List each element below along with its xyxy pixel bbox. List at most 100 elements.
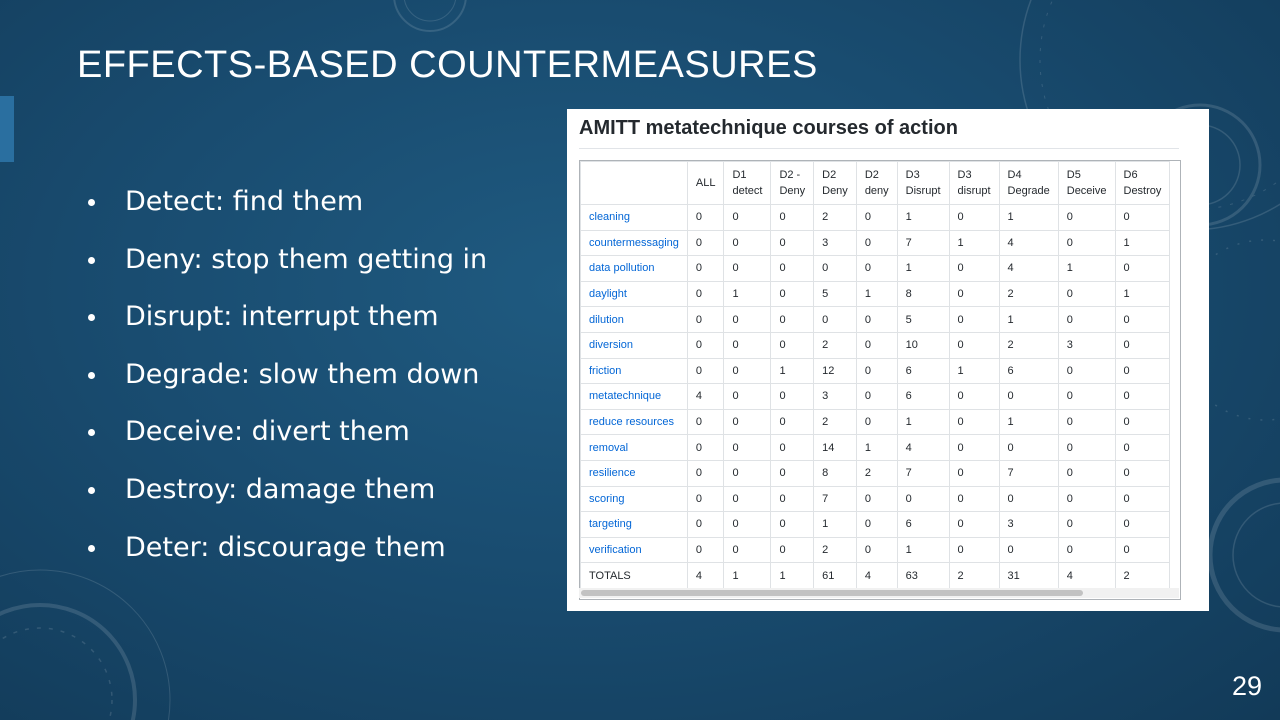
table-header-row: ALL D1 detect D2 - Deny D2 Deny D2 deny D3 Disrupt… [580,161,1171,205]
table-cell: 0 [770,459,815,487]
bullet-list: Detect: find them Deny: stop them gettin… [88,178,487,581]
table-cell: 4 [896,434,950,461]
table-cell: 0 [1057,204,1116,231]
row-name-link[interactable]: friction [580,357,688,385]
table-cell: 10 [896,331,950,359]
table-cell: 1 [948,229,1000,257]
table-cell: 0 [948,383,1000,410]
column-header-line2: Degrade [1007,185,1050,197]
column-header-line1: D2 [864,169,879,181]
table-cell: 8 [813,459,857,487]
table-cell: 0 [948,434,1000,461]
table-cell: 0 [686,434,725,461]
table-cell: 4 [686,383,725,410]
row-name-link[interactable]: metatechnique [580,383,688,410]
table-cell: 0 [770,383,815,410]
column-header: D3 disrupt [948,161,1000,205]
table-row: metatechnique 4 0 0 3 0 6 0 0 0 0 [580,383,1171,410]
table-cell: 0 [686,204,725,231]
slide-title: EFFECTS-BASED COUNTERMEASURES [77,44,818,86]
table-cell: 3 [1057,331,1116,359]
table-cell: 3 [813,229,857,257]
table-cell: 1 [723,280,772,308]
bullet-item: Deny: stop them getting in [88,236,487,294]
table-cell: 0 [770,229,815,257]
row-name-link[interactable]: dilution [580,306,688,333]
table-cell: 0 [855,485,898,513]
row-name-link[interactable]: countermessaging [580,229,688,257]
table-body: cleaning 0 0 0 2 0 1 0 1 0 0 countermessaging 0 0 0 3 0 7… [580,204,1171,589]
column-header-line1: D6 [1123,169,1138,181]
table-title: AMITT metatechnique courses of action [579,117,958,139]
row-name-link[interactable]: targeting [580,511,688,538]
table-row: daylight 0 1 0 5 1 8 0 2 0 1 [580,280,1171,308]
row-name-link[interactable]: verification [580,536,688,564]
bullet-text: Deter: discourage them [125,531,446,563]
totals-label: TOTALS [580,562,688,589]
table-cell: 0 [686,280,725,308]
column-header-line2: Deceive [1066,185,1107,197]
column-header-line1: D5 [1066,169,1081,181]
row-name-link[interactable]: resilience [580,459,688,487]
table-cell: 1 [855,434,898,461]
table-cell: 1 [1114,280,1171,308]
row-name-link[interactable]: scoring [580,485,688,513]
table-cell: 0 [770,204,815,231]
table-cell: 0 [1114,536,1171,564]
table-cell: 0 [770,536,815,564]
table-cell: 0 [948,280,1000,308]
table-cell: 1 [723,562,772,589]
table-row: friction 0 0 1 12 0 6 1 6 0 0 [580,357,1171,385]
column-header: D2 Deny [813,161,857,205]
table-cell: 2 [813,331,857,359]
bullet-dot-icon [88,314,95,322]
horizontal-scrollbar[interactable] [579,588,1179,598]
table-cell: 0 [948,536,1000,564]
table-cell: 1 [770,562,815,589]
table-container: ALL D1 detect D2 - Deny D2 Deny D2 deny D3 Disrupt… [579,160,1181,600]
table-row: dilution 0 0 0 0 0 5 0 1 0 0 [580,306,1171,333]
table-cell: 8 [896,280,950,308]
table-cell: 2 [813,408,857,436]
table-cell: 0 [723,511,772,538]
table-cell: 0 [723,357,772,385]
table-cell: 0 [1114,434,1171,461]
table-row: targeting 0 0 0 1 0 6 0 3 0 0 [580,511,1171,538]
table-cell: 0 [1114,459,1171,487]
table-cell: 0 [855,306,898,333]
table-cell: 0 [855,357,898,385]
table-cell: 6 [896,357,950,385]
bullet-item: Deter: discourage them [88,524,487,582]
row-name-link[interactable]: reduce resources [580,408,688,436]
row-name-link[interactable]: removal [580,434,688,461]
column-header-line2: disrupt [957,185,991,197]
table-cell: 0 [813,306,857,333]
table-cell: 0 [1057,280,1116,308]
table-cell: 0 [1114,204,1171,231]
row-name-link[interactable]: daylight [580,280,688,308]
table-cell: 0 [948,511,1000,538]
table-cell: 0 [998,434,1059,461]
table-cell: 0 [1114,255,1171,282]
bullet-item: Destroy: damage them [88,466,487,524]
table-cell: 0 [770,255,815,282]
scrollbar-thumb[interactable] [581,590,1083,596]
bullet-item: Degrade: slow them down [88,351,487,409]
table-cell: 0 [723,255,772,282]
table-cell: 3 [813,383,857,410]
column-header-line2: Deny [779,185,806,197]
bullet-text: Degrade: slow them down [125,358,480,390]
table-cell: 1 [896,408,950,436]
row-name-link[interactable]: data pollution [580,255,688,282]
row-name-link[interactable]: cleaning [580,204,688,231]
table-cell: 0 [723,434,772,461]
row-name-link[interactable]: diversion [580,331,688,359]
table-cell: 0 [770,331,815,359]
table-cell: 0 [686,255,725,282]
table-cell: 0 [896,485,950,513]
table-cell: 0 [1114,383,1171,410]
table-cell: 0 [998,383,1059,410]
table-cell: 63 [896,562,950,589]
table-cell: 1 [1114,229,1171,257]
table-row: removal 0 0 0 14 1 4 0 0 0 0 [580,434,1171,461]
